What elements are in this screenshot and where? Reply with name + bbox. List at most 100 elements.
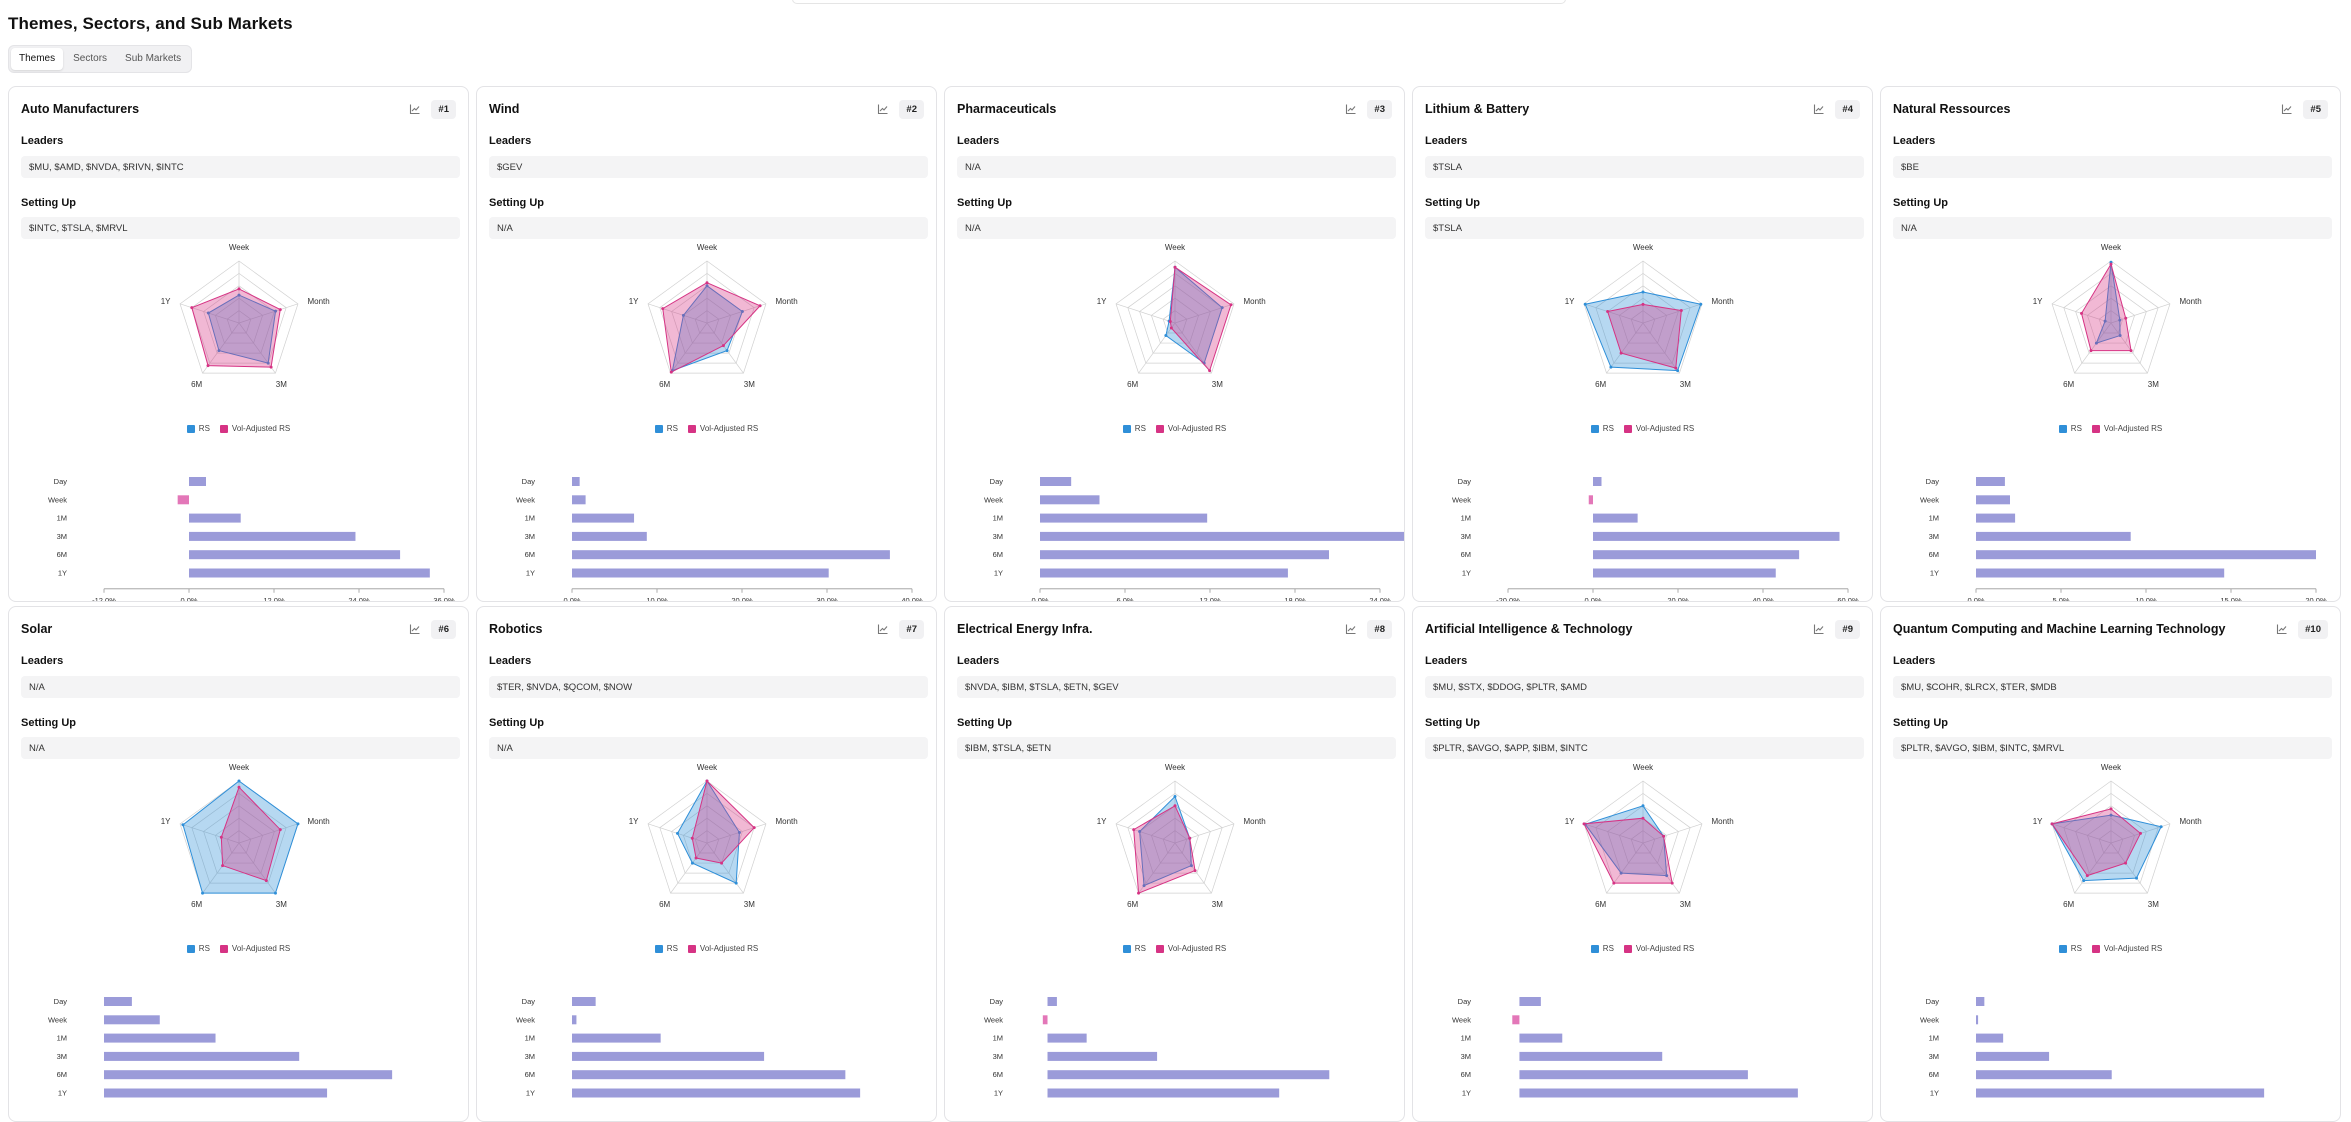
radar-spoke <box>1642 322 1680 374</box>
radar-grid-ring <box>1583 260 1703 374</box>
setting-up-label: Setting Up <box>21 197 76 209</box>
setting-up-label: Setting Up <box>1893 717 1948 729</box>
radar-point-rs <box>705 284 709 288</box>
bar-category-1m: 1M <box>57 1034 67 1043</box>
radar-axis-label-week: Week <box>1633 763 1654 772</box>
bar-category-day: Day <box>1926 477 1940 486</box>
leaders-tickers: $TSLA <box>1425 156 1864 178</box>
radar-point-vol <box>1641 302 1645 306</box>
setting-up-label: Setting Up <box>1425 717 1480 729</box>
radar-grid-ring <box>1127 792 1223 884</box>
radar-point-vol <box>721 344 725 348</box>
tab-sub-markets[interactable]: Sub Markets <box>125 53 182 64</box>
radar-grid-ring <box>1630 830 1656 854</box>
line-chart-icon[interactable] <box>1343 621 1359 637</box>
bar-category-1y: 1Y <box>1462 569 1471 578</box>
radar-point-vol <box>1670 881 1674 885</box>
tab-sectors[interactable]: Sectors <box>73 53 108 64</box>
radar-grid-ring <box>1619 817 1667 864</box>
bar-3m <box>1519 1051 1663 1061</box>
radar-axis-label-month: Month <box>1711 297 1733 306</box>
bar-1m <box>104 1033 216 1043</box>
bar-category-day: Day <box>1926 997 1940 1006</box>
radar-spoke <box>2110 322 2148 374</box>
bar-category-6m: 6M <box>1929 550 1939 559</box>
setting-up-tickers: $PLTR, $AVGO, $APP, $IBM, $INTC <box>1425 737 1864 759</box>
bar-x-tick-label: -12.0% <box>92 596 116 602</box>
radar-point-rs <box>1609 365 1613 369</box>
search-bar-edge[interactable] <box>792 0 1566 4</box>
line-chart-icon[interactable] <box>875 101 891 117</box>
radar-axis-label-3m: 3M <box>744 900 755 909</box>
radar-grid-ring <box>2075 805 2147 874</box>
radar-point-rs <box>1220 306 1224 310</box>
radar-grid-ring <box>1619 297 1667 344</box>
legend-swatch-rs <box>186 424 195 433</box>
leaders-tickers: N/A <box>21 676 460 698</box>
line-chart-icon[interactable] <box>2279 101 2295 117</box>
line-chart-icon[interactable] <box>1811 101 1827 117</box>
card-title: Auto Manufacturers <box>21 102 140 116</box>
radar-axis-label-3m: 3M <box>744 380 755 389</box>
radar-axis-label-3m: 3M <box>2148 900 2159 909</box>
bar-x-tick-label: 0.0% <box>1031 596 1048 602</box>
bar-x-tick-label: -20.0% <box>1496 596 1520 602</box>
bar-1y <box>1040 568 1288 578</box>
radar-point-rs <box>2103 319 2107 323</box>
radar-point-rs <box>1189 864 1193 868</box>
bar-x-tick-label: 12.0% <box>1199 596 1221 602</box>
legend-swatch-rs <box>186 944 195 953</box>
radar-point-vol <box>661 307 665 311</box>
radar-point-rs <box>1641 290 1645 294</box>
line-chart-icon[interactable] <box>875 621 891 637</box>
card-header: Quantum Computing and Machine Learning T… <box>1893 619 2328 639</box>
radar-spoke <box>1606 842 1644 894</box>
radar-axis-label-1y: 1Y <box>1565 297 1575 306</box>
line-chart-icon[interactable] <box>407 621 423 637</box>
radar-axis-label-month: Month <box>775 297 797 306</box>
bar-chart: Day Week 1M 3M 6M 1Y 0.0% 6.0% 12.0% 18.0% 24.0% <box>984 477 1404 602</box>
theme-card-2: Wind #2 Leaders $GEV Setting Up N/A Week… <box>476 86 937 602</box>
line-chart-icon[interactable] <box>2274 621 2290 637</box>
bar-6m <box>572 550 890 560</box>
card-title: Robotics <box>489 622 543 636</box>
legend-item-rs: RS <box>2058 424 2082 433</box>
radar-legend: RS Vol-Adjusted RS <box>1413 944 1872 953</box>
line-chart-icon[interactable] <box>407 101 423 117</box>
radar-axis-label-week: Week <box>1165 763 1186 772</box>
bar-x-tick-label: 0.0% <box>1584 596 1601 602</box>
rank-badge: #6 <box>431 619 456 639</box>
radar-grid-ring <box>215 817 263 864</box>
bar-category-1y: 1Y <box>58 1089 67 1098</box>
bar-chart: Day Week 1M 3M 6M 1Y -12.0% 0.0% 12.0% 24.0% 36.0% <box>48 477 455 602</box>
legend-swatch-rs <box>1122 424 1131 433</box>
radar-point-vol <box>705 779 709 783</box>
bar-6m <box>189 550 401 560</box>
radar-grid-ring <box>1607 805 1679 874</box>
setting-up-label: Setting Up <box>1893 197 1948 209</box>
theme-card-5: Natural Ressources #5 Leaders $BE Settin… <box>1880 86 2341 602</box>
line-chart-icon[interactable] <box>1343 101 1359 117</box>
bar-x-tick-label: 6.0% <box>1116 596 1133 602</box>
legend-swatch-vol <box>1623 944 1632 953</box>
radar-point-vol <box>237 785 241 789</box>
bar-week <box>1042 1015 1048 1025</box>
radar-series-rs <box>2095 262 2121 344</box>
radar-point-vol <box>2050 822 2054 826</box>
radar-point-vol <box>1132 828 1136 832</box>
radar-spoke <box>670 842 708 894</box>
radar-spoke <box>647 303 708 324</box>
radar-spoke <box>2074 322 2112 374</box>
legend-label-rs: RS <box>666 424 678 433</box>
radar-grid-ring <box>1115 260 1235 374</box>
legend-item-vol: Vol-Adjusted RS <box>2091 424 2162 433</box>
radar-axis-label-3m: 3M <box>276 900 287 909</box>
bar-category-6m: 6M <box>1461 550 1471 559</box>
tab-themes[interactable]: Themes <box>11 48 64 70</box>
radar-axis-label-3m: 3M <box>1680 900 1691 909</box>
radar-spoke <box>670 322 708 374</box>
setting-up-tickers: $PLTR, $AVGO, $IBM, $INTC, $MRVL <box>1893 737 2332 759</box>
line-chart-icon[interactable] <box>1811 621 1827 637</box>
legend-swatch-vol <box>1155 424 1164 433</box>
radar-point-rs <box>266 361 270 365</box>
